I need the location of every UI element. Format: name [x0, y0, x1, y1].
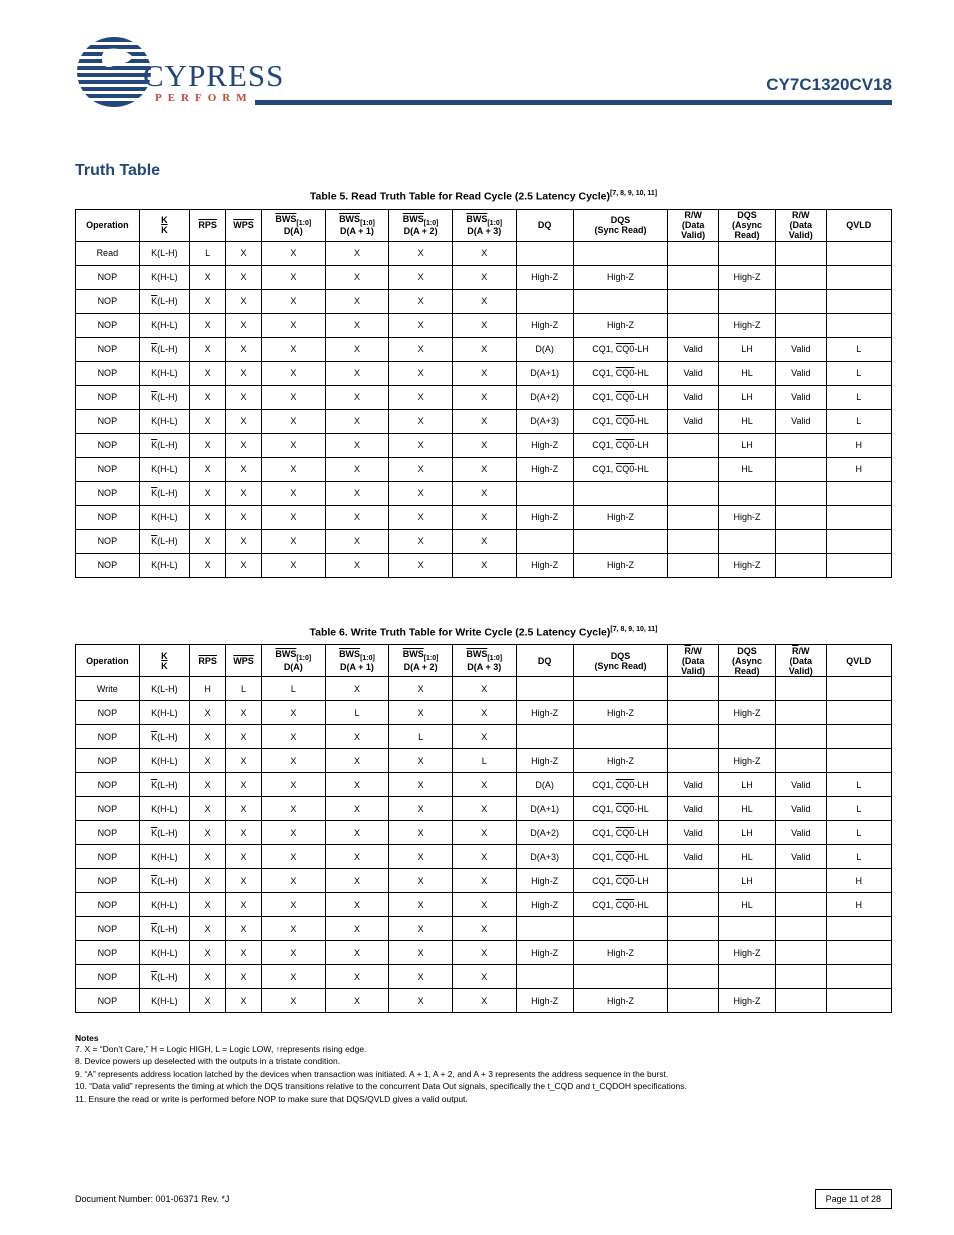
- note-item: 7. X = “Don’t Care,” H = Logic HIGH, L =…: [75, 1044, 892, 1055]
- truth-table-write: OperationKKRPSWPSBWS[1:0]D(A)BWS[1:0]D(A…: [75, 644, 892, 1013]
- cypress-logo: CYPRESS PERFORM: [75, 30, 255, 120]
- header-divider: [255, 100, 892, 105]
- truth-table-read: OperationKKRPSWPSBWS[1:0]D(A)BWS[1:0]D(A…: [75, 209, 892, 578]
- logo-brand-text: CYPRESS: [143, 58, 284, 94]
- part-number: CY7C1320CV18: [766, 75, 892, 95]
- page-content: Truth Table Table 5. Read Truth Table fo…: [75, 150, 892, 1105]
- globe-icon: [75, 35, 153, 110]
- footer-doc-number: Document Number: 001-06371 Rev. *J: [75, 1194, 229, 1204]
- page-header: CYPRESS PERFORM CY7C1320CV18: [0, 0, 954, 130]
- page-footer: Document Number: 001-06371 Rev. *J Page …: [75, 1189, 892, 1209]
- section-title: Truth Table: [75, 162, 892, 180]
- note-item: 10. “Data valid” represents the timing a…: [75, 1081, 892, 1092]
- notes-list: 7. X = “Don’t Care,” H = Logic HIGH, L =…: [75, 1044, 892, 1105]
- table1-caption: Table 5. Read Truth Table for Read Cycle…: [75, 190, 892, 203]
- note-item: 9. “A” represents address location latch…: [75, 1069, 892, 1080]
- notes-heading: Notes: [75, 1033, 892, 1043]
- logo-tagline-text: PERFORM: [155, 92, 253, 104]
- note-item: 8. Device powers up deselected with the …: [75, 1056, 892, 1067]
- note-item: 11. Ensure the read or write is performe…: [75, 1094, 892, 1105]
- footer-page-number: Page 11 of 28: [815, 1189, 892, 1209]
- table2-caption: Table 6. Write Truth Table for Write Cyc…: [75, 626, 892, 639]
